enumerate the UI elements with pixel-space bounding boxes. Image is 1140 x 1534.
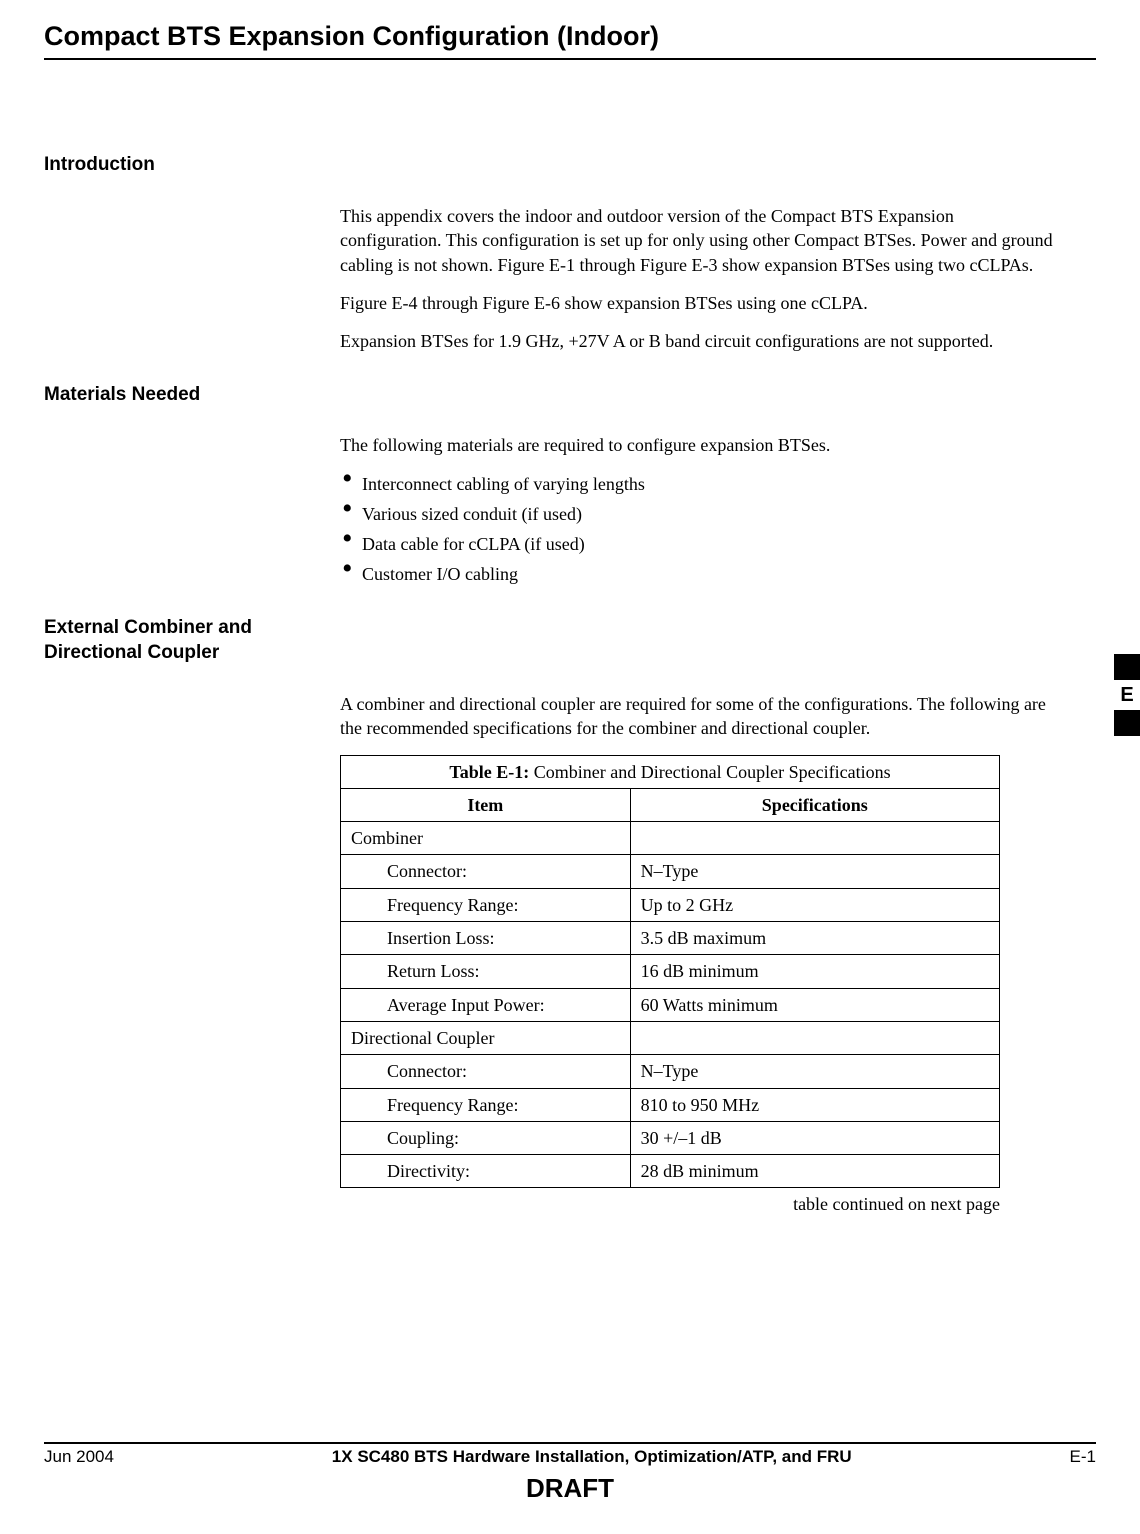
cell-item: Coupling:	[341, 1121, 631, 1154]
list-item: Data cable for cCLPA (if used)	[340, 532, 1056, 556]
side-tab-block-top	[1114, 654, 1140, 680]
cell-item: Return Loss:	[341, 955, 631, 988]
list-item: Customer I/O cabling	[340, 562, 1056, 586]
footer-date: Jun 2004	[44, 1446, 114, 1469]
table-title-rest: Combiner and Directional Coupler Specifi…	[529, 762, 890, 782]
heading-combiner: External Combiner and Directional Couple…	[44, 615, 304, 666]
cell-item: Directivity:	[341, 1155, 631, 1188]
cell-item: Insertion Loss:	[341, 922, 631, 955]
spec-table: Table E-1: Combiner and Directional Coup…	[340, 755, 1000, 1189]
footer-doc-title: 1X SC480 BTS Hardware Installation, Opti…	[114, 1446, 1070, 1469]
cell-item: Directional Coupler	[341, 1021, 631, 1054]
section-combiner: External Combiner and Directional Couple…	[44, 615, 1096, 1217]
cell-item: Average Input Power:	[341, 988, 631, 1021]
footer-page-number: E-1	[1070, 1446, 1096, 1469]
table-row: Frequency Range:Up to 2 GHz	[341, 888, 1000, 921]
cell-spec	[630, 1021, 999, 1054]
cell-item: Frequency Range:	[341, 1088, 631, 1121]
table-row: Directivity:28 dB minimum	[341, 1155, 1000, 1188]
page-footer: Jun 2004 1X SC480 BTS Hardware Installat…	[44, 1442, 1096, 1506]
cell-spec: 3.5 dB maximum	[630, 922, 999, 955]
materials-body: The following materials are required to …	[340, 433, 1056, 586]
cell-spec: 810 to 950 MHz	[630, 1088, 999, 1121]
cell-item: Connector:	[341, 1055, 631, 1088]
page-title: Compact BTS Expansion Configuration (Ind…	[44, 18, 1096, 60]
intro-p3: Expansion BTSes for 1.9 GHz, +27V A or B…	[340, 329, 1056, 353]
table-title-row: Table E-1: Combiner and Directional Coup…	[341, 755, 1000, 788]
table-row: Directional Coupler	[341, 1021, 1000, 1054]
combiner-lead: A combiner and directional coupler are r…	[340, 692, 1056, 741]
cell-spec: 60 Watts minimum	[630, 988, 999, 1021]
cell-item: Combiner	[341, 822, 631, 855]
cell-spec: N–Type	[630, 1055, 999, 1088]
heading-materials: Materials Needed	[44, 382, 304, 408]
cell-spec: N–Type	[630, 855, 999, 888]
list-item: Interconnect cabling of varying lengths	[340, 472, 1056, 496]
intro-p2: Figure E-4 through Figure E-6 show expan…	[340, 291, 1056, 315]
intro-body: This appendix covers the indoor and outd…	[340, 204, 1056, 353]
table-row: Return Loss:16 dB minimum	[341, 955, 1000, 988]
table-header-row: Item Specifications	[341, 788, 1000, 821]
side-tab-label: E	[1114, 680, 1140, 710]
materials-lead: The following materials are required to …	[340, 433, 1056, 457]
cell-spec: 16 dB minimum	[630, 955, 999, 988]
col-spec: Specifications	[630, 788, 999, 821]
footer-rule	[44, 1442, 1096, 1444]
table-title-bold: Table E-1:	[449, 762, 529, 782]
cell-spec: 28 dB minimum	[630, 1155, 999, 1188]
cell-item: Frequency Range:	[341, 888, 631, 921]
intro-p1: This appendix covers the indoor and outd…	[340, 204, 1056, 277]
table-continued: table continued on next page	[340, 1192, 1000, 1216]
footer-draft: DRAFT	[44, 1471, 1096, 1506]
cell-spec	[630, 822, 999, 855]
table-row: Insertion Loss:3.5 dB maximum	[341, 922, 1000, 955]
cell-spec: 30 +/–1 dB	[630, 1121, 999, 1154]
table-row: Average Input Power:60 Watts minimum	[341, 988, 1000, 1021]
table-row: Coupling:30 +/–1 dB	[341, 1121, 1000, 1154]
materials-list: Interconnect cabling of varying lengths …	[340, 472, 1056, 587]
side-tab: E	[1114, 654, 1140, 736]
section-materials: Materials Needed The following materials…	[44, 382, 1096, 587]
list-item: Various sized conduit (if used)	[340, 502, 1056, 526]
table-row: Combiner	[341, 822, 1000, 855]
col-item: Item	[341, 788, 631, 821]
table-row: Connector:N–Type	[341, 1055, 1000, 1088]
heading-introduction: Introduction	[44, 152, 304, 178]
side-tab-block-bottom	[1114, 710, 1140, 736]
combiner-body: A combiner and directional coupler are r…	[340, 692, 1056, 1217]
cell-item: Connector:	[341, 855, 631, 888]
table-title: Table E-1: Combiner and Directional Coup…	[341, 755, 1000, 788]
table-row: Connector:N–Type	[341, 855, 1000, 888]
cell-spec: Up to 2 GHz	[630, 888, 999, 921]
section-introduction: Introduction This appendix covers the in…	[44, 152, 1096, 353]
table-row: Frequency Range:810 to 950 MHz	[341, 1088, 1000, 1121]
